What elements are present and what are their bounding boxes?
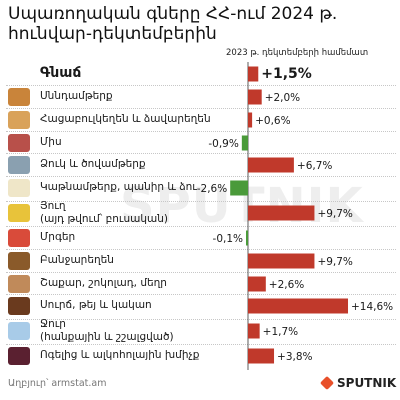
bar-4 xyxy=(248,157,294,173)
category-label: Սուրճ, թեյ և կակաո xyxy=(40,299,152,311)
sputnik-logo: SPUTNIK xyxy=(319,375,397,391)
row-separator xyxy=(6,176,396,177)
row-separator xyxy=(6,294,396,295)
category-label: Սննդամթերք xyxy=(40,90,113,102)
row-separator xyxy=(6,131,396,132)
vegetable-icon xyxy=(8,252,30,270)
value-label: +1,7% xyxy=(263,326,298,338)
bar-6 xyxy=(248,205,315,221)
category-label: Յուղ xyxy=(40,200,66,212)
bar-12 xyxy=(248,348,275,364)
category-label: Գնաճ xyxy=(40,65,82,81)
value-label: +1,5% xyxy=(261,66,312,82)
dairy-icon xyxy=(8,179,30,197)
fish-icon xyxy=(8,156,30,174)
bar-8 xyxy=(248,253,315,269)
value-label: +9,7% xyxy=(317,208,352,220)
chart-title: Սպառողական գները ՀՀ-ում 2024 թ. հունվար-… xyxy=(8,4,338,44)
row-separator xyxy=(6,344,396,345)
meat-icon xyxy=(8,134,30,152)
value-label: +9,7% xyxy=(317,256,352,268)
water-icon xyxy=(8,322,30,340)
source-note: Աղբյուր՝ armstat.am xyxy=(8,378,107,389)
category-sublabel: (հանքային և շշալցված) xyxy=(40,331,174,343)
brand-name: SPUTNIK xyxy=(337,376,397,390)
row-separator xyxy=(6,85,396,86)
wine-icon xyxy=(8,347,30,365)
sputnik-star-icon xyxy=(319,375,335,391)
fruit-icon xyxy=(8,229,30,247)
category-label: Ձուկ և ծովամթերք xyxy=(40,158,146,170)
value-label: -0,1% xyxy=(213,233,243,245)
row-separator xyxy=(6,249,396,250)
row-separator xyxy=(6,201,396,202)
category-label: Բանջարեղեն xyxy=(40,254,114,266)
value-label: +3,8% xyxy=(277,351,312,363)
value-label: +2,6% xyxy=(269,279,304,291)
bar-1 xyxy=(248,89,262,105)
oil-bottle-icon xyxy=(8,204,30,222)
bar-5 xyxy=(230,180,248,196)
bread-icon xyxy=(8,111,30,129)
value-label: -2,6% xyxy=(197,183,227,195)
category-label: Կաթնամթերք, պանիր և ձու xyxy=(40,181,197,193)
coffee-icon xyxy=(8,297,30,315)
row-separator xyxy=(6,153,396,154)
chart-subheading: 2023 թ. դեկտեմբերի համեմատ xyxy=(226,48,369,58)
value-label: +14,6% xyxy=(351,301,393,313)
bar-9 xyxy=(248,276,266,292)
category-sublabel: (այդ թվում՝ բուսական) xyxy=(40,213,168,225)
row-separator xyxy=(6,108,396,109)
category-label: Շաքար, շոկոլադ, մեղր xyxy=(40,277,167,289)
bar-11 xyxy=(248,323,260,339)
row-separator xyxy=(6,226,396,227)
category-label: Մրգեր xyxy=(40,231,76,243)
value-label: +6,7% xyxy=(297,160,332,172)
row-separator xyxy=(6,272,396,273)
row-separator xyxy=(6,319,396,320)
bar-0 xyxy=(248,66,259,82)
category-label: Ոգելից և ալկոհոլային խմիչք xyxy=(40,349,200,361)
bar-7 xyxy=(246,230,248,246)
category-label: Միս xyxy=(40,136,62,148)
value-label: +2,0% xyxy=(265,92,300,104)
bar-2 xyxy=(248,112,253,128)
bread-basket-icon xyxy=(8,88,30,106)
value-label: +0,6% xyxy=(255,115,290,127)
value-label: -0,9% xyxy=(208,138,238,150)
category-label: Հացաբուլկեղեն և ձավարեղեն xyxy=(40,113,211,125)
bar-10 xyxy=(248,298,349,314)
sugar-icon xyxy=(8,275,30,293)
bar-3 xyxy=(241,135,248,151)
category-label: Ջուր xyxy=(40,318,66,330)
